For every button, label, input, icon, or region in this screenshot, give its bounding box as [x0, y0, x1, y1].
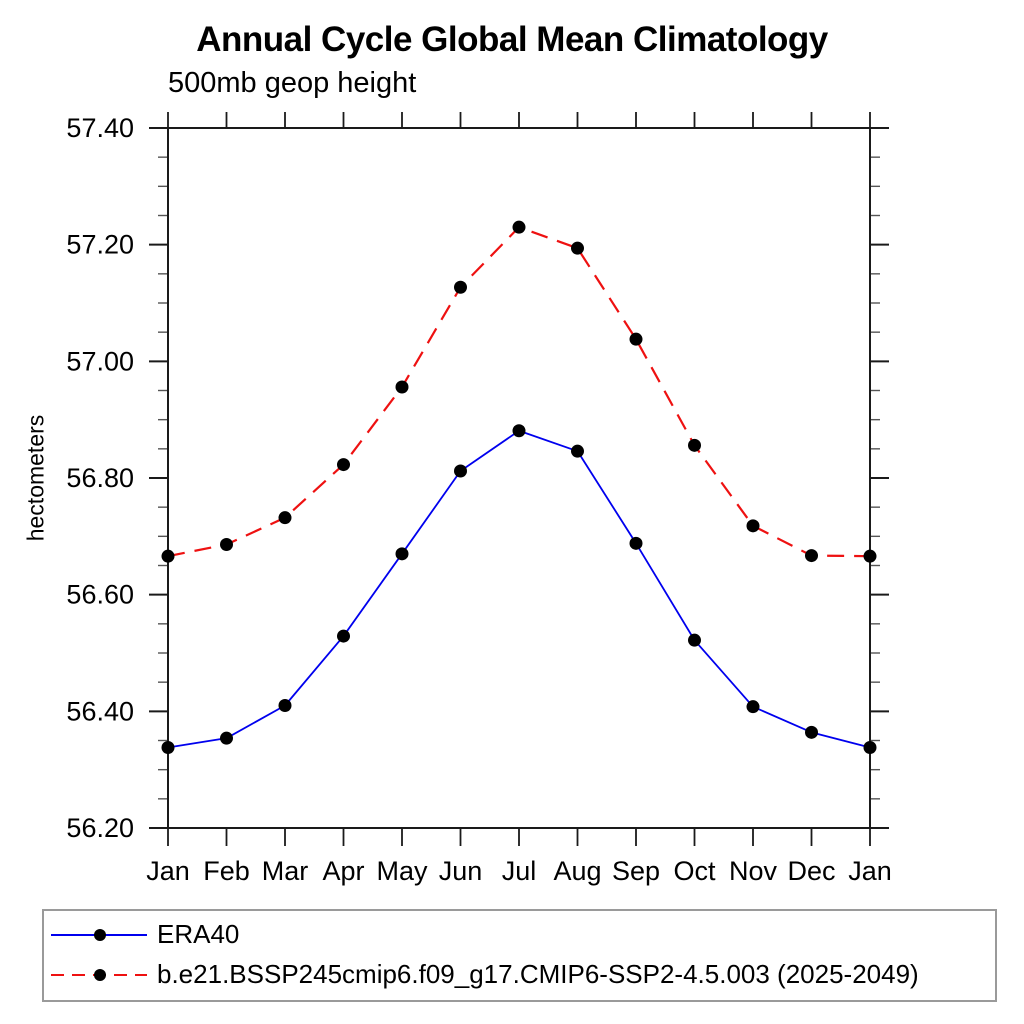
chart-title: Annual Cycle Global Mean Climatology [196, 20, 828, 59]
data-point [805, 725, 818, 739]
data-point [688, 633, 701, 647]
legend-label-era40: ERA40 [157, 919, 240, 949]
legend-row-model: b.e21.BSSP245cmip6.f09_g17.CMIP6-SSP2-4.… [44, 959, 995, 989]
x-axis-tick-label: Dec [787, 856, 835, 886]
x-axis-tick-label: Mar [262, 856, 309, 886]
data-point [746, 519, 760, 533]
legend-marker-dot [94, 968, 106, 981]
x-axis-tick-label: Nov [729, 856, 778, 886]
data-point [337, 629, 350, 643]
data-point [395, 547, 409, 561]
data-point [512, 424, 526, 438]
data-point [805, 549, 818, 563]
data-point [512, 220, 526, 234]
x-axis-tick-label: Jan [146, 856, 190, 886]
y-axis-tick-label: 56.40 [66, 696, 134, 726]
x-axis-tick-label: Jan [848, 856, 892, 886]
data-point [395, 380, 409, 394]
data-point [571, 444, 584, 458]
data-point [688, 438, 701, 452]
chart-subtitle: 500mb geop height [168, 67, 417, 99]
data-point [278, 699, 292, 712]
x-axis-tick-label: Feb [203, 856, 250, 886]
y-axis-tick-label: 57.00 [66, 346, 134, 376]
legend: ERA40 b.e21.BSSP245cmip6.f09_g17.CMIP6-S… [42, 909, 997, 1002]
series-line-1 [167, 226, 871, 558]
data-point [337, 458, 350, 472]
x-axis-tick-label: Aug [553, 856, 601, 886]
y-axis-tick-label: 57.20 [66, 230, 134, 260]
data-point [161, 549, 175, 563]
data-point [863, 549, 877, 563]
legend-row-era40: ERA40 [44, 919, 995, 949]
data-point [220, 731, 233, 745]
data-point [629, 536, 643, 550]
x-axis-tick-label: Oct [673, 856, 716, 886]
y-axis-tick-label: 56.20 [66, 813, 134, 843]
data-point [571, 241, 584, 255]
data-point [220, 538, 233, 551]
x-axis-tick-label: May [376, 856, 428, 886]
data-point [161, 741, 175, 754]
x-axis-tick-label: Apr [322, 856, 364, 886]
x-axis-tick-label: Jun [439, 856, 483, 886]
y-axis-tick-label: 56.80 [66, 463, 134, 493]
data-point [629, 332, 643, 346]
legend-marker-dot [94, 928, 106, 941]
legend-line-sample-dashed [51, 968, 147, 981]
legend-label-model: b.e21.BSSP245cmip6.f09_g17.CMIP6-SSP2-4.… [157, 959, 919, 989]
data-point [278, 511, 292, 525]
data-point [863, 741, 877, 754]
data-point [454, 464, 467, 478]
series-line-0 [167, 429, 871, 749]
y-axis-tick-label: 57.40 [66, 113, 134, 143]
x-axis-tick-label: Jul [502, 856, 537, 886]
plot-border [167, 127, 871, 829]
y-axis-tick-label: 56.60 [66, 580, 134, 610]
legend-line-sample-solid [51, 928, 147, 941]
data-point [746, 700, 760, 714]
x-axis-tick-label: Sep [612, 856, 660, 886]
data-point [454, 280, 467, 294]
